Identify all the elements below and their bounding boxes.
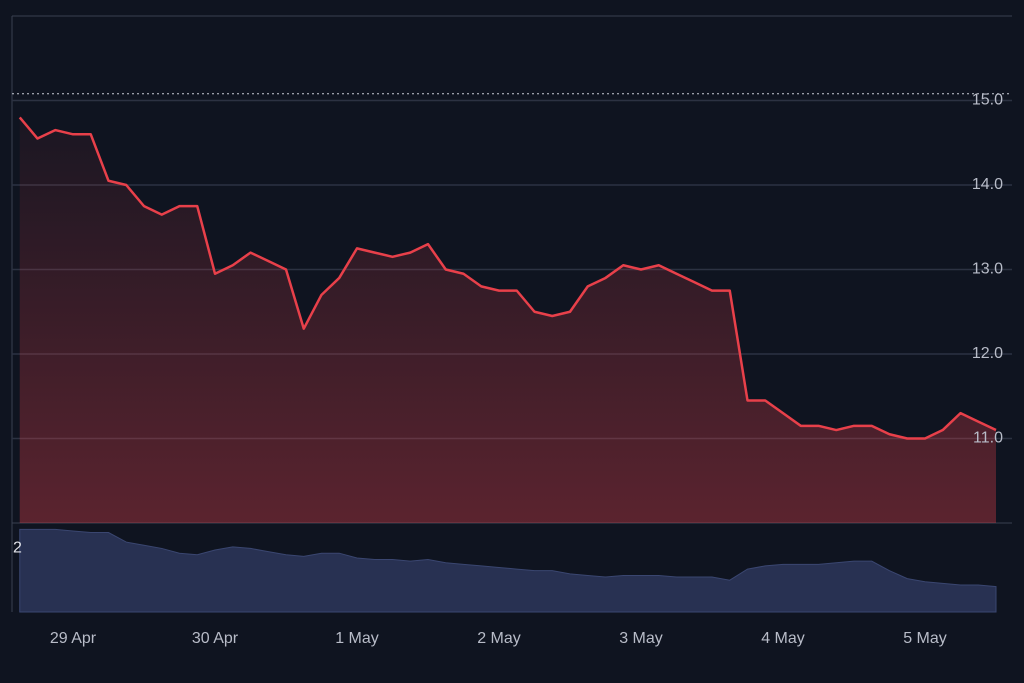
- x-tick-label: 30 Apr: [192, 630, 239, 647]
- price-line: [18, 116, 997, 440]
- y2-tick-label: 2: [13, 540, 22, 557]
- y-tick-label: 13.0: [972, 261, 1003, 278]
- y-tick-label: 11.0: [973, 430, 1003, 447]
- x-tick-label: 3 May: [619, 630, 663, 647]
- volume-area: [19, 528, 997, 613]
- price-area: [19, 117, 996, 524]
- x-tick-label: 2 May: [477, 630, 521, 647]
- x-tick-label: 29 Apr: [50, 630, 97, 647]
- y-tick-label: 14.0: [972, 176, 1003, 193]
- y-tick-label: 12.0: [972, 345, 1003, 362]
- x-tick-label: 1 May: [335, 630, 379, 647]
- x-tick-label: 4 May: [761, 630, 805, 647]
- y-tick-label: 15.0: [972, 92, 1003, 109]
- x-tick-label: 5 May: [903, 630, 947, 647]
